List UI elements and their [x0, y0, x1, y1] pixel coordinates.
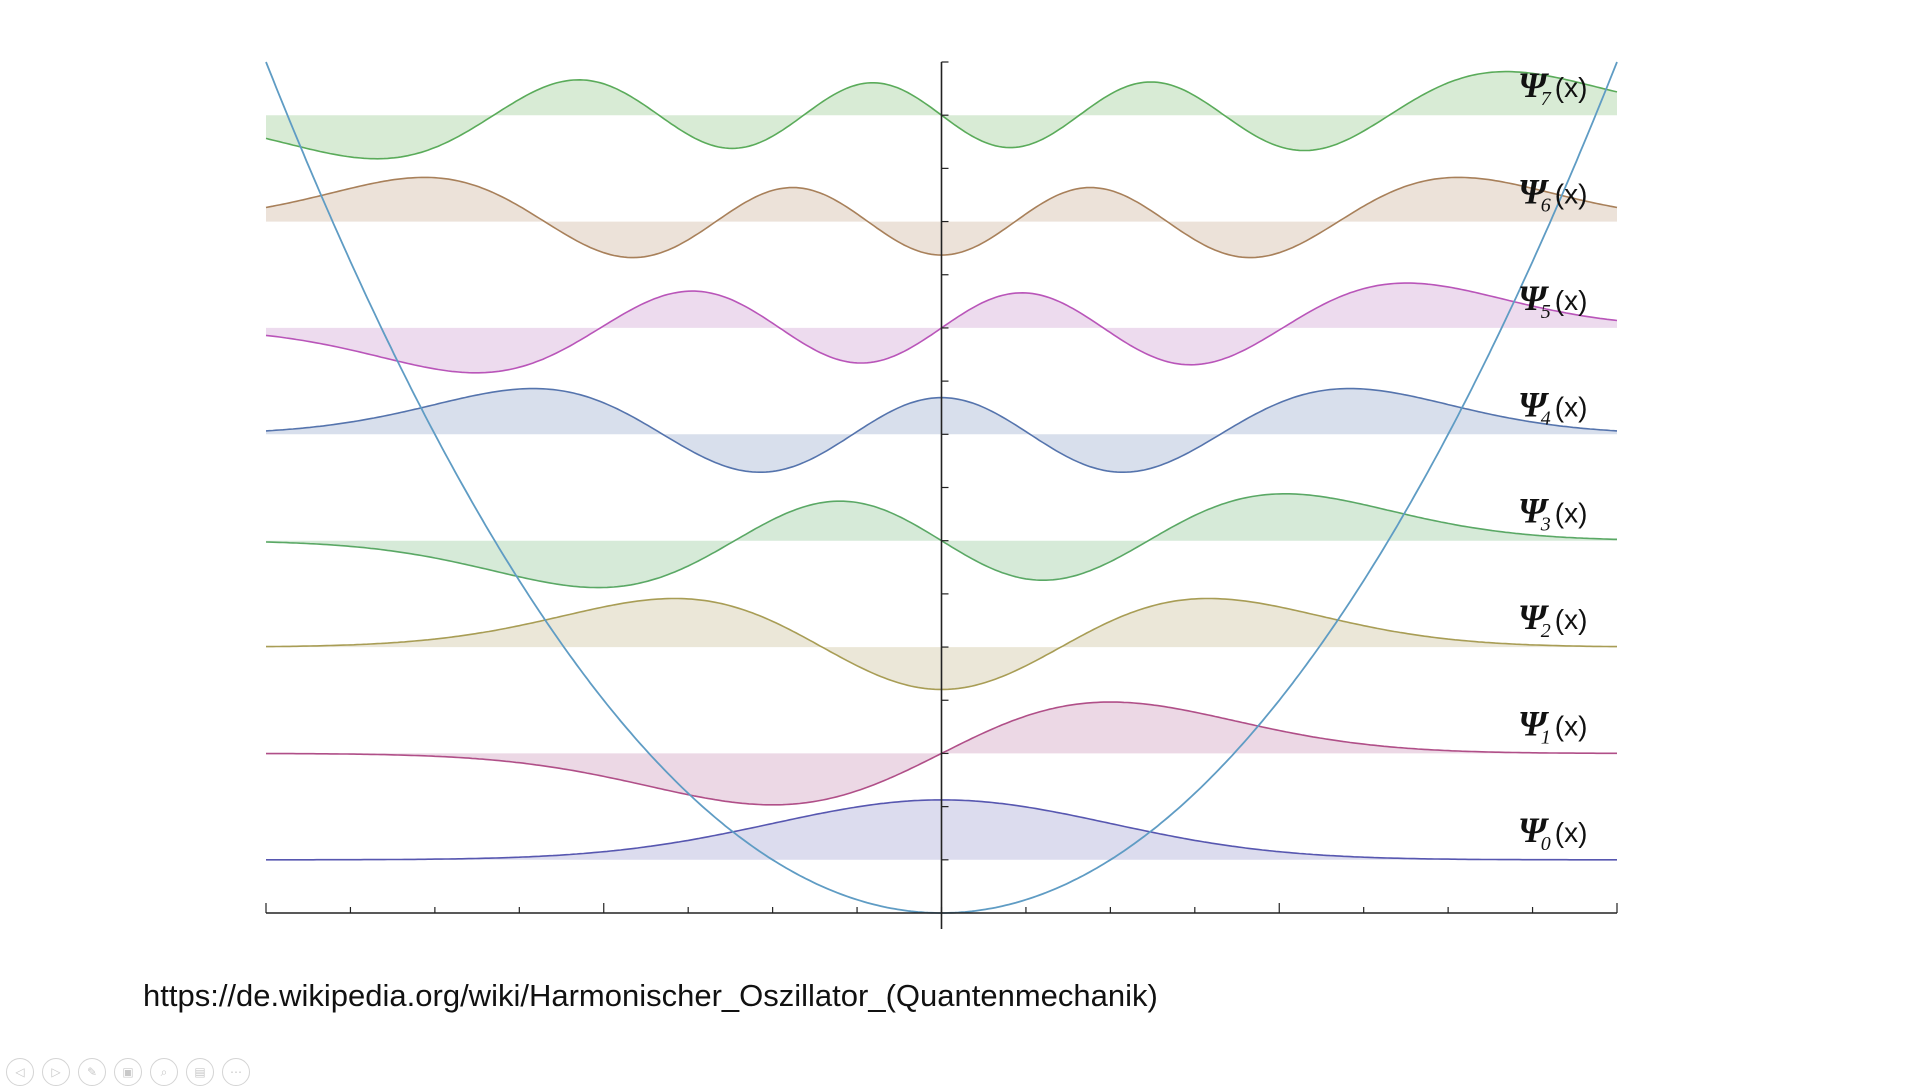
slide-toolbar: ◁ ▷ ✎ ▣ ⌕ ▤ ⋯ [6, 1058, 250, 1086]
psi-4-label: Ψ4 (x) [1518, 384, 1587, 429]
legend-labels: Ψ0 (x) Ψ1 (x) Ψ2 (x) Ψ3 (x) Ψ4 (x) Ψ5 (x) Ψ6 (x) Ψ7 (x) [1518, 65, 1587, 855]
psi-5-fill [266, 283, 1617, 373]
magnifier-icon: ⌕ [160, 1065, 168, 1079]
subtitles-icon: ▤ [194, 1065, 206, 1079]
zoom-button[interactable]: ⌕ [150, 1058, 178, 1086]
pen-button[interactable]: ✎ [78, 1058, 106, 1086]
slides-icon: ▣ [122, 1065, 134, 1079]
slides-overview-button[interactable]: ▣ [114, 1058, 142, 1086]
source-url-text[interactable]: https://de.wikipedia.org/wiki/Harmonisch… [143, 978, 1158, 1013]
axes [265, 61, 1618, 929]
subtitles-button[interactable]: ▤ [186, 1058, 214, 1086]
psi-7-label: Ψ7 (x) [1518, 65, 1587, 110]
more-options-button[interactable]: ⋯ [222, 1058, 250, 1086]
psi-2-fill [266, 598, 1617, 690]
psi-1-label: Ψ1 (x) [1518, 703, 1587, 748]
more-icon: ⋯ [230, 1065, 242, 1079]
arrow-left-icon: ◁ [15, 1065, 25, 1079]
psi-6-fill [266, 177, 1617, 258]
psi-2-label: Ψ2 (x) [1518, 597, 1587, 642]
pen-icon: ✎ [86, 1065, 98, 1079]
psi-5-label: Ψ5 (x) [1518, 278, 1587, 323]
previous-slide-button[interactable]: ◁ [6, 1058, 34, 1086]
arrow-right-icon: ▷ [51, 1065, 61, 1079]
next-slide-button[interactable]: ▷ [42, 1058, 70, 1086]
psi-3-fill [266, 493, 1617, 588]
psi-3-label: Ψ3 (x) [1518, 491, 1587, 536]
psi-0-label: Ψ0 (x) [1518, 810, 1587, 855]
psi-6-label: Ψ6 (x) [1518, 172, 1587, 217]
